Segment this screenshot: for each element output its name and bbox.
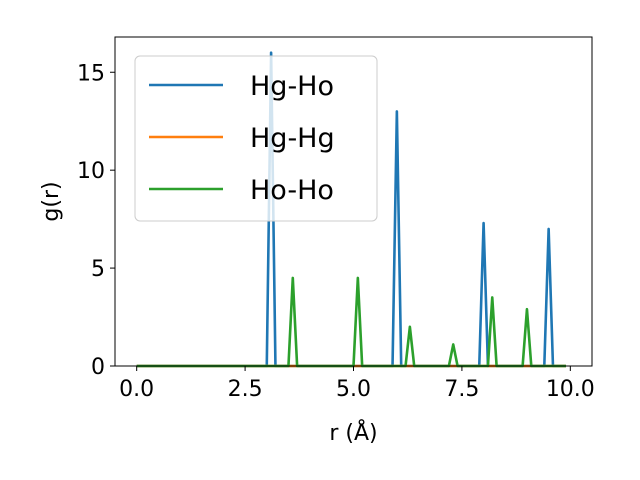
x-tick-label: 7.5 (444, 377, 479, 402)
x-tick-label: 0.0 (119, 377, 154, 402)
legend-label: Hg-Hg (250, 123, 335, 154)
x-axis-label: r (Å) (329, 419, 377, 446)
series-line-2 (136, 276, 566, 368)
x-tick-label: 2.5 (228, 377, 263, 402)
legend-box (134, 55, 378, 222)
y-tick-label: 5 (91, 257, 105, 282)
legend-label: Hg-Ho (250, 71, 334, 102)
x-tick-label: 10.0 (546, 377, 595, 402)
ticks: 0.0 2.5 5.0 7.5 10.0 0 5 10 15 (77, 61, 595, 402)
y-axis-label: g(r) (39, 181, 64, 221)
y-tick-label: 15 (77, 61, 105, 86)
legend: Hg-Ho Hg-Hg Ho-Ho (134, 55, 378, 222)
x-tick-label: 5.0 (336, 377, 371, 402)
y-tick-label: 10 (77, 159, 105, 184)
legend-label: Ho-Ho (250, 175, 334, 206)
y-tick-label: 0 (91, 355, 105, 380)
